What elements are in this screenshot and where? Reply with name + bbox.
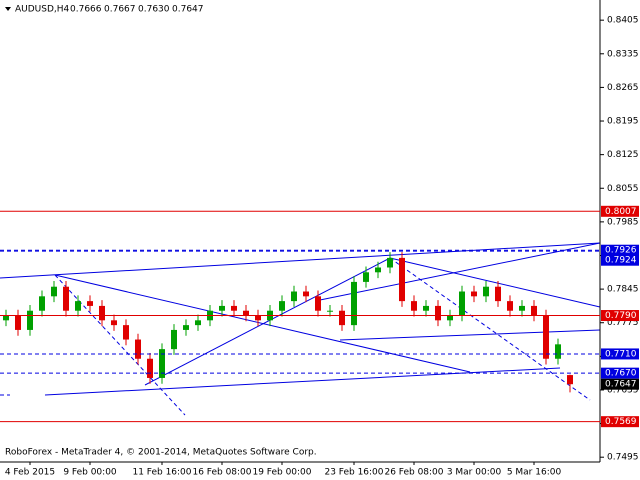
candle-body (387, 257, 393, 268)
candle-body (99, 305, 105, 321)
level-label: 0.8007 (605, 207, 637, 217)
level-label: 0.7670 (605, 369, 637, 379)
candle-body (123, 325, 129, 340)
candle-body (555, 344, 561, 359)
level-label: 0.7569 (605, 417, 637, 427)
candle-body (351, 281, 357, 326)
candle-body (459, 291, 465, 316)
quote: 0.7647 (172, 5, 204, 15)
x-tick-label: 9 Feb 00:00 (63, 468, 117, 478)
candle-body (375, 267, 381, 273)
candle-body (63, 286, 69, 311)
level-label-bg (601, 254, 639, 266)
y-tick-label: 0.7635 (607, 385, 639, 395)
candle-body (159, 349, 165, 378)
level-label: 0.7647 (605, 380, 637, 390)
x-tick-label: 23 Feb 16:00 (324, 468, 383, 478)
candle-body (39, 296, 45, 311)
candle-body (243, 310, 249, 316)
trend-lines (0, 242, 601, 416)
candle-body (339, 310, 345, 326)
candle-body (507, 301, 513, 311)
y-tick-label: 0.7985 (607, 217, 639, 227)
quote: 0.7666 (70, 5, 102, 15)
candle-body (87, 301, 93, 306)
candle-body (399, 257, 405, 302)
candle-body (171, 329, 177, 350)
candle-body (75, 301, 81, 311)
footer: RoboForex - MetaTrader 4, © 2001-2014, M… (5, 448, 317, 458)
x-tick-label: 26 Feb 08:00 (384, 468, 443, 478)
candle-body (279, 301, 285, 311)
y-tick-label: 0.8335 (607, 49, 639, 59)
y-tick-label: 0.7495 (607, 453, 639, 463)
level-label-bg (601, 244, 639, 256)
candle-body (495, 286, 501, 302)
candle-body (303, 291, 309, 297)
candle-body (519, 305, 525, 311)
y-tick-label: 0.7775 (607, 318, 639, 328)
candle-body (315, 296, 321, 311)
candle-body (435, 305, 441, 321)
x-tick-label: 16 Feb 08:00 (192, 468, 251, 478)
level-label: 0.7924 (605, 256, 637, 266)
y-tick-label: 0.8405 (607, 16, 639, 26)
x-tick-label: 5 Mar 16:00 (507, 468, 562, 478)
y-tick-label: 0.7845 (607, 285, 639, 295)
level-label-bg (601, 416, 639, 428)
candle-body (423, 305, 429, 311)
level-label-bg (601, 310, 639, 322)
candle-body (411, 301, 417, 311)
candle-body (447, 315, 453, 321)
y-tick-label: 0.8265 (607, 83, 639, 93)
candle-body (567, 375, 573, 385)
candle-body (3, 315, 9, 321)
level-label-bg (601, 378, 639, 390)
level-label: 0.7790 (605, 311, 637, 321)
quote: 0.7667 (104, 5, 136, 15)
candle-body (291, 291, 297, 302)
x-tick-label: 11 Feb 16:00 (132, 468, 191, 478)
candle-body (543, 315, 549, 359)
candle-body (219, 305, 225, 311)
level-label-bg (601, 205, 639, 217)
x-tick-label: 19 Feb 00:00 (252, 468, 311, 478)
chart-title: AUDUSD,H4 (15, 5, 70, 15)
candle-body (231, 305, 237, 311)
y-tick-label: 0.8195 (607, 117, 639, 127)
candle-body (195, 320, 201, 326)
quote: 0.7630 (138, 5, 170, 15)
candle-body (483, 286, 489, 297)
menu-arrow[interactable] (5, 7, 11, 11)
candle-body (111, 320, 117, 326)
candle-body (327, 310, 333, 312)
level-label: 0.7926 (605, 246, 637, 256)
candle-body (531, 305, 537, 316)
x-tick-label: 3 Mar 00:00 (447, 468, 502, 478)
level-label: 0.7710 (605, 349, 637, 359)
candle-body (147, 358, 153, 378)
candle-body (255, 315, 261, 321)
level-label-bg (601, 348, 639, 360)
candle-body (471, 291, 477, 297)
level-label-bg (601, 367, 639, 379)
x-tick-label: 4 Feb 2015 (5, 468, 55, 478)
y-tick-label: 0.8055 (607, 184, 639, 194)
candle-body (15, 315, 21, 330)
candle-body (135, 339, 141, 359)
candle-body (51, 286, 57, 297)
y-tick-label: 0.8125 (607, 150, 639, 160)
candle-body (27, 310, 33, 330)
candle-body (363, 272, 369, 282)
candle-body (183, 325, 189, 330)
